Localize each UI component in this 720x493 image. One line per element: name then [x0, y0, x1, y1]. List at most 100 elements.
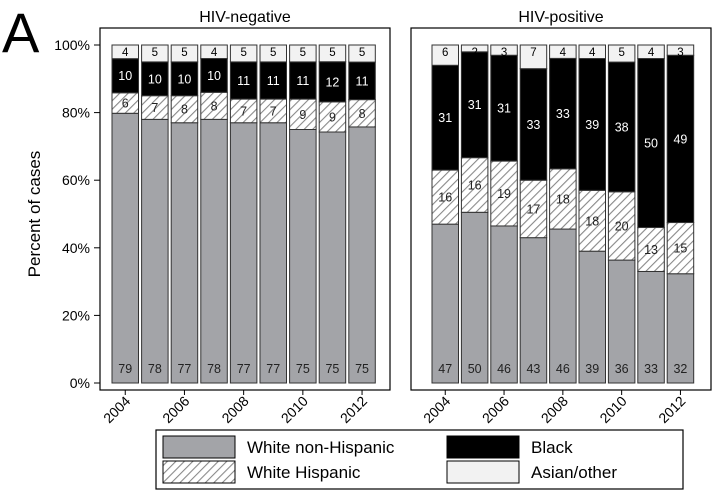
data-label: 11 — [356, 74, 369, 88]
data-label: 49 — [673, 132, 687, 146]
data-label: 16 — [468, 178, 482, 192]
data-label: 10 — [207, 69, 221, 83]
bar-2007: 43 17 33 7 — [519, 44, 548, 384]
legend-frame — [155, 429, 684, 490]
data-label: 4 — [648, 47, 655, 59]
bar-2004: 79 6 10 4 — [111, 44, 139, 384]
x-tick-label: 2012 — [655, 393, 688, 426]
bar-segment-asian-other — [490, 44, 518, 56]
bar-segment-white-non-hispanic — [111, 112, 139, 384]
x-tick-label: 2004 — [420, 393, 453, 426]
legend-swatch — [446, 460, 520, 484]
data-label: 5 — [359, 47, 365, 59]
bar-2011: 75 9 12 5 — [318, 44, 347, 384]
data-label: 8 — [181, 103, 188, 117]
bar-segment-black — [259, 61, 287, 100]
y-tick-label: 60% — [62, 172, 90, 188]
legend: White non-Hispanic White Hispanic Black Asi… — [155, 429, 684, 490]
bar-segment-white-hispanic — [490, 160, 518, 227]
bar-segment-white-non-hispanic — [607, 259, 636, 384]
bar-segment-black — [460, 51, 489, 159]
bar-segment-white-non-hispanic — [431, 223, 459, 384]
x-tick-label: 2006 — [159, 393, 192, 426]
data-label: 20 — [615, 219, 629, 233]
data-label: 4 — [211, 47, 218, 59]
bar-2009: 39 18 39 4 — [578, 44, 606, 384]
bar-segment-white-hispanic — [289, 98, 317, 131]
legend-swatch — [162, 460, 236, 484]
bar-segment-asian-other — [348, 44, 376, 63]
bar-segment-black — [519, 68, 548, 181]
data-label: 9 — [329, 110, 336, 124]
bar-segment-white-non-hispanic — [348, 126, 376, 384]
y-tick-label: 40% — [62, 240, 90, 256]
bar-segment-black — [490, 54, 518, 162]
data-label: 75 — [325, 362, 339, 376]
bar-2011: 33 13 50 4 — [637, 44, 665, 384]
bar-segment-white-non-hispanic — [318, 131, 347, 384]
bar-segment-white-non-hispanic — [141, 118, 169, 384]
data-label: 38 — [615, 120, 629, 134]
bar-segment-asian-other — [578, 44, 606, 60]
bar-segment-asian-other — [141, 44, 169, 63]
data-label: 11 — [237, 74, 250, 88]
panel-frame — [99, 27, 391, 391]
data-label: 7 — [240, 104, 247, 118]
data-label: 18 — [585, 214, 599, 228]
data-label: 75 — [355, 362, 369, 376]
y-tick-label: 0% — [70, 375, 90, 391]
data-label: 77 — [266, 362, 280, 376]
x-tick-label: 2004 — [100, 393, 133, 426]
bar-segment-white-hispanic — [607, 191, 636, 261]
legend-item-white-hispanic: White Hispanic — [162, 460, 361, 484]
data-label: 77 — [237, 362, 251, 376]
y-tick-label: 100% — [54, 37, 90, 53]
data-label: 10 — [177, 72, 191, 86]
data-label: 17 — [526, 202, 540, 216]
data-label: 8 — [211, 99, 218, 113]
legend-label: White Hispanic — [247, 463, 361, 482]
panel-title: HIV-negative — [199, 9, 291, 26]
data-label: 18 — [556, 192, 570, 206]
data-label: 39 — [585, 362, 599, 376]
bar-segment-black — [431, 64, 459, 171]
bar-segment-white-hispanic — [318, 101, 347, 133]
bar-segment-black — [578, 58, 606, 191]
bar-segment-asian-other — [200, 44, 228, 60]
bar-segment-asian-other — [431, 44, 459, 66]
y-tick-label: 80% — [62, 105, 90, 121]
bar-segment-white-non-hispanic — [549, 228, 577, 384]
data-label: 31 — [497, 102, 511, 116]
legend-swatch — [446, 435, 520, 459]
bar-segment-asian-other — [229, 44, 258, 63]
legend-item-black: Black — [446, 435, 573, 459]
panel-hiv-positive: HIV-positive4716316200450163124619313200… — [410, 9, 712, 426]
bar-segment-white-hispanic — [431, 169, 459, 225]
bar-segment-black — [111, 58, 139, 94]
legend-item-white-non-hispanic: White non-Hispanic — [162, 435, 395, 459]
legend-swatch — [162, 435, 236, 459]
bar-segment-asian-other — [259, 44, 287, 63]
data-label: 77 — [177, 362, 191, 376]
bar-segment-white-non-hispanic — [460, 211, 489, 384]
bar-2004: 47 16 31 6 — [431, 44, 459, 384]
data-label: 8 — [359, 107, 366, 121]
y-tick-label: 20% — [62, 307, 90, 323]
data-label: 46 — [497, 362, 511, 376]
data-label: 39 — [585, 118, 599, 132]
bar-segment-white-non-hispanic — [229, 122, 258, 384]
bar-segment-black — [666, 54, 695, 224]
bar-segment-white-non-hispanic — [200, 118, 228, 384]
data-label: 16 — [438, 191, 452, 205]
bar-segment-asian-other — [666, 44, 695, 56]
bar-segment-black — [289, 61, 317, 100]
data-label: 15 — [673, 242, 687, 256]
legend-label: White non-Hispanic — [247, 438, 395, 457]
bar-segment-white-non-hispanic — [289, 129, 317, 384]
x-tick-label: 2012 — [337, 393, 370, 426]
data-label: 75 — [296, 362, 310, 376]
bar-segment-asian-other — [549, 44, 577, 59]
x-tick-label: 2008 — [218, 393, 251, 426]
bar-segment-black — [170, 61, 199, 97]
